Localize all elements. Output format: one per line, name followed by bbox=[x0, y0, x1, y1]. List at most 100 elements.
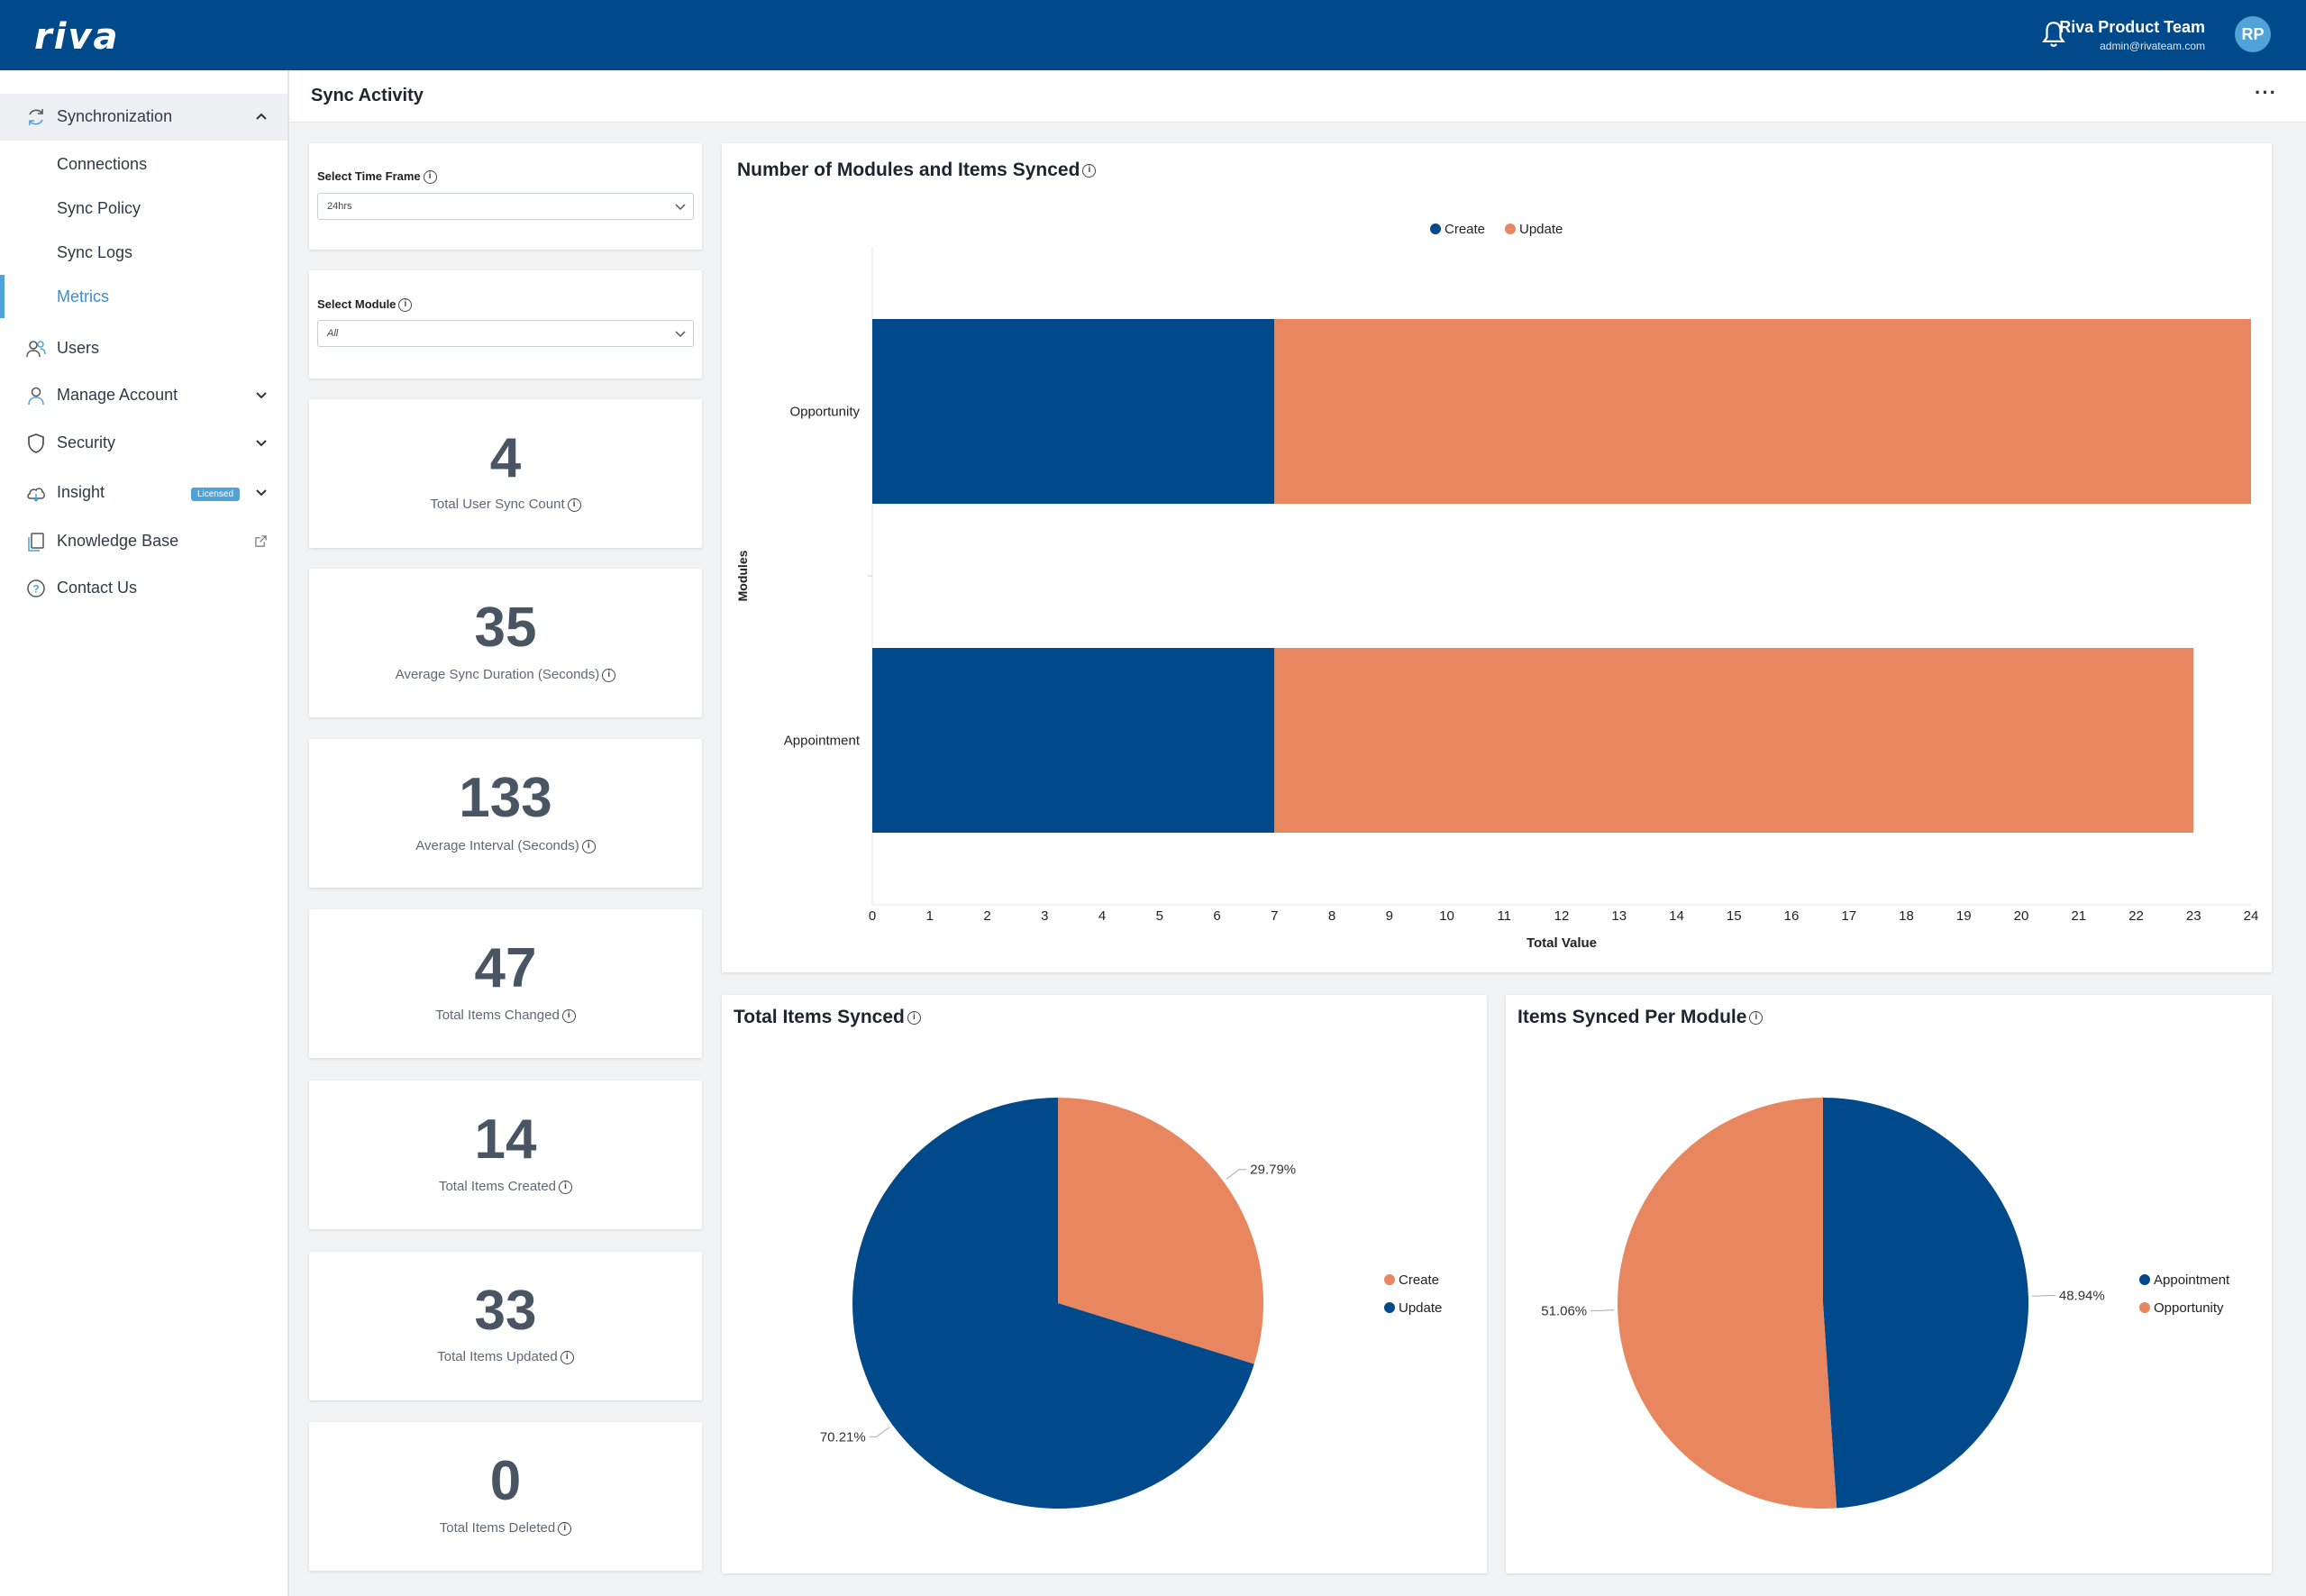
info-icon[interactable]: i bbox=[567, 497, 581, 512]
bell-icon[interactable] bbox=[2040, 20, 2067, 50]
stat-value: 4 bbox=[489, 427, 522, 489]
x-tick-label: 21 bbox=[2071, 908, 2086, 924]
sidebar: Synchronization Connections Sync Policy … bbox=[0, 70, 289, 1596]
info-icon[interactable]: i bbox=[1082, 163, 1097, 178]
sidebar-subitem-metrics[interactable]: Metrics bbox=[0, 275, 287, 318]
stat-value: 35 bbox=[474, 597, 537, 659]
legend-label: Appointment bbox=[2154, 1272, 2230, 1288]
info-icon[interactable]: i bbox=[559, 1180, 573, 1194]
x-tick-label: 5 bbox=[1156, 908, 1163, 924]
avatar[interactable]: RP bbox=[2235, 16, 2271, 52]
y-tick-label: Appointment bbox=[784, 734, 861, 749]
riva-logo[interactable]: riva bbox=[34, 16, 120, 58]
slice-label-leader bbox=[869, 1427, 890, 1437]
sidebar-item-users[interactable]: Users bbox=[0, 325, 287, 372]
info-icon[interactable]: i bbox=[398, 298, 413, 313]
stat-card-average-interval: 133 Average Interval (Seconds) i bbox=[309, 739, 702, 888]
x-tick-label: 0 bbox=[869, 908, 876, 924]
sidebar-item-knowledge-base[interactable]: Knowledge Base bbox=[0, 518, 287, 565]
stat-card-total-items-deleted: 0 Total Items Deleted i bbox=[309, 1422, 702, 1571]
sidebar-item-label: Insight bbox=[57, 483, 105, 501]
pie-chart-per-module: 48.94% 51.06% Appointment Opportunity bbox=[1541, 1098, 2230, 1509]
pie-slice-update bbox=[852, 1098, 1254, 1509]
info-icon[interactable]: i bbox=[1749, 1010, 1764, 1025]
chevron-up-icon[interactable] bbox=[254, 109, 269, 123]
cloud-icon bbox=[27, 488, 45, 503]
x-tick-label: 12 bbox=[1554, 908, 1570, 924]
x-tick-label: 6 bbox=[1213, 908, 1220, 924]
stat-label: Total Items Changed i bbox=[309, 1008, 702, 1023]
sidebar-subitem-sync-logs[interactable]: Sync Logs bbox=[57, 243, 133, 261]
sidebar-item-security[interactable]: Security bbox=[0, 420, 287, 467]
stat-card-total-user-sync-count: 4 Total User Sync Count i bbox=[309, 399, 702, 548]
items-per-module-card: Items Synced Per Module i 48.94% 51.06% App… bbox=[1506, 995, 2272, 1573]
sidebar-subitem-sync-policy[interactable]: Sync Policy bbox=[57, 199, 141, 217]
chart-title: Items Synced Per Module i bbox=[1518, 1007, 1764, 1028]
bar-opportunity-update bbox=[1274, 319, 2251, 504]
legend-marker bbox=[1505, 223, 1516, 234]
time-frame-select[interactable]: 24hrs bbox=[317, 193, 694, 220]
help-circle-icon: ? bbox=[27, 579, 45, 597]
info-icon[interactable]: i bbox=[581, 839, 596, 853]
chart-title: Total Items Synced i bbox=[734, 1007, 921, 1028]
modules-items-synced-card: Number of Modules and Items Synced i Crea… bbox=[722, 143, 2272, 972]
info-icon[interactable]: i bbox=[558, 1521, 572, 1536]
stat-card-total-items-created: 14 Total Items Created i bbox=[309, 1081, 702, 1229]
licensed-badge: Licensed bbox=[191, 488, 241, 501]
module-select[interactable]: All bbox=[317, 320, 694, 347]
slice-label-leader bbox=[1591, 1309, 1615, 1311]
x-tick-label: 2 bbox=[983, 908, 990, 924]
chevron-down-icon[interactable] bbox=[254, 435, 269, 450]
shield-icon bbox=[28, 433, 44, 453]
total-items-synced-card: Total Items Synced i 29.79% 70.21% Create Up… bbox=[722, 995, 1487, 1573]
stat-label: Average Sync Duration (Seconds) i bbox=[309, 667, 702, 682]
stat-value: 133 bbox=[459, 767, 552, 829]
x-tick-label: 24 bbox=[2244, 908, 2259, 924]
x-tick-label: 10 bbox=[1439, 908, 1454, 924]
stat-label: Total Items Deleted i bbox=[309, 1520, 702, 1536]
user-email: admin@rivateam.com bbox=[2100, 40, 2205, 52]
x-tick-label: 15 bbox=[1727, 908, 1742, 924]
external-link-icon[interactable] bbox=[254, 534, 268, 548]
y-axis-label: Modules bbox=[735, 550, 750, 601]
y-tick-label: Opportunity bbox=[789, 405, 860, 420]
legend-label: Update bbox=[1399, 1300, 1442, 1316]
x-tick-label: 20 bbox=[2014, 908, 2029, 924]
user-name[interactable]: Riva Product Team bbox=[2059, 18, 2205, 36]
x-tick-label: 7 bbox=[1271, 908, 1278, 924]
info-icon[interactable]: i bbox=[602, 668, 616, 682]
stat-value: 0 bbox=[489, 1450, 522, 1512]
slice-label-leader bbox=[2031, 1295, 2055, 1297]
sidebar-item-manage-account[interactable]: Manage Account bbox=[0, 372, 287, 419]
sync-icon bbox=[29, 109, 43, 125]
x-tick-label: 14 bbox=[1669, 908, 1684, 924]
info-icon[interactable]: i bbox=[423, 170, 437, 185]
sidebar-item-insight[interactable]: Insight Licensed bbox=[0, 470, 287, 516]
sidebar-item-contact-us[interactable]: ? Contact Us bbox=[0, 565, 287, 612]
module-filter-card: Select Module i All bbox=[309, 270, 702, 378]
bar-appointment-update bbox=[1274, 648, 2194, 833]
x-tick-label: 9 bbox=[1386, 908, 1393, 924]
legend-marker bbox=[1384, 1274, 1395, 1285]
bar-opportunity-create bbox=[872, 319, 1275, 504]
legend-label: Opportunity bbox=[2154, 1300, 2224, 1316]
stat-label: Total User Sync Count i bbox=[309, 497, 702, 512]
info-icon[interactable]: i bbox=[561, 1008, 576, 1023]
stat-card-total-items-updated: 33 Total Items Updated i bbox=[309, 1252, 702, 1400]
sidebar-item-label: Synchronization bbox=[57, 107, 173, 125]
slice-label: 51.06% bbox=[1541, 1303, 1587, 1318]
sidebar-subitem-connections[interactable]: Connections bbox=[57, 155, 148, 173]
x-tick-label: 19 bbox=[1956, 908, 1972, 924]
info-icon[interactable]: i bbox=[560, 1350, 574, 1364]
x-tick-label: 4 bbox=[1098, 908, 1106, 924]
x-tick-label: 22 bbox=[2128, 908, 2144, 924]
info-icon[interactable]: i bbox=[907, 1010, 921, 1025]
x-tick-label: 1 bbox=[926, 908, 934, 924]
sidebar-item-synchronization[interactable]: Synchronization bbox=[0, 94, 287, 141]
sidebar-item-label: Users bbox=[57, 339, 100, 357]
more-options-button[interactable]: ··· bbox=[2255, 81, 2277, 104]
stat-label: Average Interval (Seconds) i bbox=[309, 838, 702, 853]
chevron-down-icon[interactable] bbox=[254, 388, 269, 402]
chevron-down-icon[interactable] bbox=[254, 485, 269, 499]
slice-label-leader bbox=[1226, 1169, 1247, 1180]
